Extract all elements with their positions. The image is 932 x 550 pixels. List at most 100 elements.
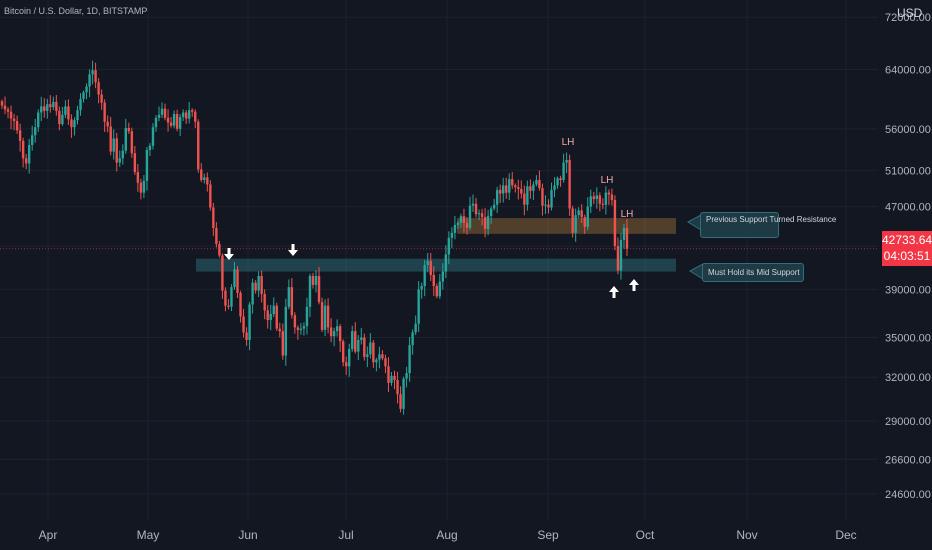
lh-label: LH bbox=[621, 209, 634, 220]
candle-body bbox=[529, 186, 532, 191]
candle-body bbox=[296, 327, 300, 330]
candle-body bbox=[544, 204, 547, 206]
candle-body bbox=[486, 216, 490, 229]
candle-body bbox=[251, 282, 254, 305]
y-tick-label: 39000.00 bbox=[885, 284, 931, 296]
candle-body bbox=[393, 375, 396, 381]
candle-body bbox=[221, 255, 224, 291]
x-tick-label: Oct bbox=[636, 528, 655, 542]
y-tick-label: 29000.00 bbox=[885, 416, 931, 428]
candle-body bbox=[317, 275, 321, 303]
candle-body bbox=[571, 208, 574, 233]
candle-body bbox=[520, 189, 523, 194]
current-price-value: 42733.64 bbox=[882, 232, 932, 247]
candle-body bbox=[97, 82, 100, 95]
candle-body bbox=[130, 131, 134, 154]
candle-body bbox=[236, 269, 239, 293]
candle-body bbox=[495, 189, 499, 205]
candle-body bbox=[209, 184, 212, 208]
candle-body bbox=[351, 331, 354, 350]
candle-body bbox=[91, 70, 94, 75]
candle-body bbox=[70, 119, 73, 128]
candle-body bbox=[480, 213, 484, 218]
candle-body bbox=[341, 341, 345, 363]
candle-body bbox=[420, 286, 423, 290]
candle-body bbox=[411, 332, 414, 346]
candle-body bbox=[266, 310, 269, 321]
candle-body bbox=[15, 120, 19, 131]
candle-body bbox=[191, 110, 194, 112]
candle-body bbox=[366, 354, 369, 357]
arrow-up-icon bbox=[609, 286, 619, 298]
candle-body bbox=[281, 331, 284, 356]
candle-body bbox=[438, 281, 442, 297]
arrow-up-icon bbox=[629, 279, 639, 291]
candle-body bbox=[408, 345, 411, 374]
currency-label[interactable]: USD bbox=[897, 6, 923, 20]
candle-body bbox=[139, 182, 143, 193]
candle-body bbox=[184, 112, 188, 119]
candle-body bbox=[166, 117, 170, 123]
candle-body bbox=[535, 180, 538, 185]
x-tick-label: Jul bbox=[338, 528, 353, 542]
candle-body bbox=[595, 195, 599, 200]
candle-body bbox=[541, 188, 544, 206]
candle-body bbox=[242, 316, 245, 333]
candle-body bbox=[598, 195, 602, 204]
y-axis[interactable]: 72000.00 64000.00 56000.00 51000.00 47000.00… bbox=[885, 12, 931, 501]
candle-body bbox=[275, 305, 278, 329]
candle-body bbox=[625, 227, 629, 249]
candle-body bbox=[73, 120, 76, 128]
candle-body bbox=[462, 216, 466, 223]
candle-body bbox=[142, 180, 146, 193]
candle-body bbox=[559, 178, 562, 181]
candle-body bbox=[103, 102, 106, 122]
candle-body bbox=[308, 275, 312, 307]
candle-body bbox=[610, 194, 614, 201]
candle-body bbox=[465, 222, 469, 228]
candle-body bbox=[441, 271, 445, 282]
candle-body bbox=[175, 114, 179, 129]
candle-body bbox=[233, 269, 236, 288]
candle-body bbox=[396, 380, 399, 395]
resistance-zone[interactable] bbox=[457, 218, 676, 234]
candle-body bbox=[532, 184, 535, 191]
candle-body bbox=[254, 282, 257, 291]
candle-body bbox=[6, 109, 10, 112]
annotation-markers: LH LH LH bbox=[224, 137, 639, 298]
candle-body bbox=[169, 122, 173, 126]
resistance-callout[interactable]: Previous Support Turned Resistance bbox=[700, 212, 836, 238]
bar-countdown: 04:03:51 bbox=[883, 248, 931, 263]
candle-body bbox=[151, 127, 155, 146]
candle-body bbox=[118, 158, 121, 163]
candle-body bbox=[197, 121, 200, 170]
y-tick-label: 32000.00 bbox=[885, 372, 931, 384]
candle-body bbox=[293, 315, 297, 328]
candle-body bbox=[489, 208, 493, 217]
candle-body bbox=[320, 302, 324, 330]
support-callout[interactable]: Must Hold its Mid Support bbox=[702, 263, 804, 282]
candle-body bbox=[604, 192, 608, 205]
candle-body bbox=[82, 92, 85, 99]
candle-body bbox=[34, 127, 37, 136]
candle-body bbox=[88, 74, 91, 87]
candle-body bbox=[329, 327, 333, 337]
y-tick-label: 72000.00 bbox=[885, 12, 931, 24]
candle-body bbox=[160, 108, 164, 115]
candle-body bbox=[181, 112, 185, 118]
x-tick-label: Sep bbox=[537, 528, 559, 542]
candle-body bbox=[172, 114, 176, 126]
candle-body bbox=[248, 304, 251, 341]
candle-body bbox=[106, 121, 109, 127]
support-zone[interactable] bbox=[196, 258, 676, 272]
candle-body bbox=[257, 275, 260, 291]
x-tick-label: Jun bbox=[238, 528, 257, 542]
candle-body bbox=[245, 332, 248, 341]
candle-body bbox=[40, 106, 43, 113]
y-tick-label: 47000.00 bbox=[885, 202, 931, 214]
candle-body bbox=[378, 354, 381, 360]
candle-body bbox=[523, 193, 526, 205]
x-axis[interactable]: Apr May Jun Jul Aug Sep Oct Nov Dec bbox=[39, 528, 857, 542]
candle-body bbox=[390, 375, 393, 383]
